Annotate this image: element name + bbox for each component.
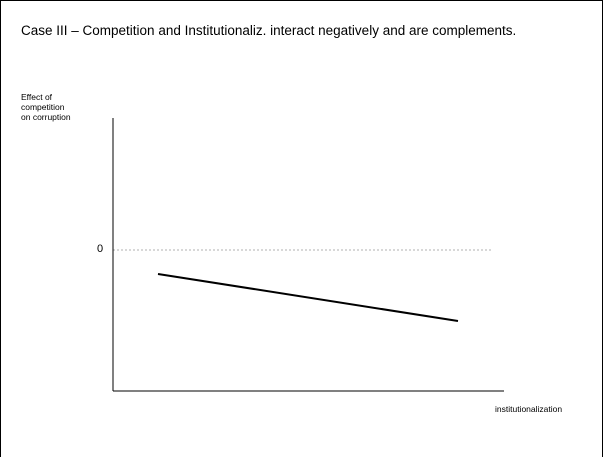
zero-tick-label: 0 [97, 243, 104, 255]
x-axis-label: institutionalization [495, 404, 563, 414]
slide-title: Case III – Competition and Institutional… [21, 23, 517, 38]
y-axis-label-line-3: on corruption [21, 112, 71, 122]
y-axis-label-line-2: competition [21, 102, 65, 112]
y-axis-label-line-1: Effect of [21, 92, 53, 102]
effect-line [157, 273, 459, 322]
y-axis-label: Effect of competition on corruption [21, 92, 71, 122]
